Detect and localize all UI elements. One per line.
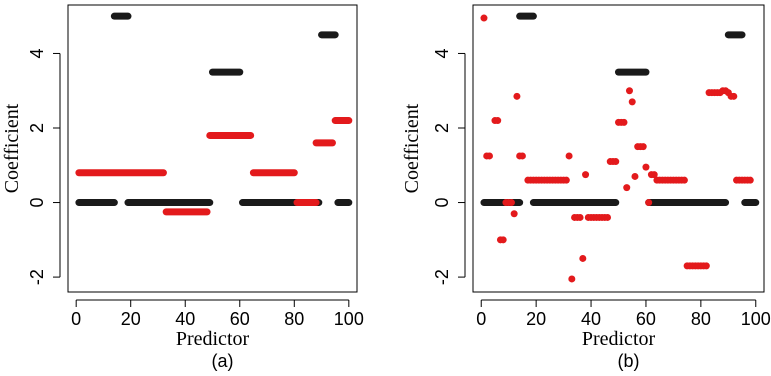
coefficient-point [562, 176, 570, 184]
coefficient-point [623, 184, 631, 192]
series-red_series [480, 14, 754, 283]
coefficient-point [612, 158, 620, 166]
coefficient-point [625, 87, 633, 95]
x-axis-title: Predictor [582, 328, 656, 350]
x-tick-label: 0 [71, 309, 81, 329]
coefficient-point [518, 152, 526, 160]
plot-frame [67, 4, 358, 293]
coefficient-point [499, 236, 507, 244]
x-tick-label: 80 [691, 309, 711, 329]
plot-frame [472, 4, 765, 293]
coefficient-point [628, 98, 636, 106]
coefficient-point [576, 213, 584, 221]
series-red_series [75, 117, 353, 216]
coefficient-point [631, 172, 639, 180]
x-tick-label: 60 [636, 309, 656, 329]
x-tick-label: 20 [526, 309, 546, 329]
y-tick-label: -2 [27, 269, 47, 285]
x-tick-label: 80 [284, 309, 304, 329]
coefficient-point [510, 210, 518, 218]
coefficient-point [702, 262, 710, 270]
coefficient-point [494, 117, 502, 125]
y-axis-title: Coefficient [1, 103, 23, 193]
coefficient-point [620, 118, 628, 126]
panel-label: (b) [618, 351, 640, 371]
x-axis-title: Predictor [176, 328, 250, 350]
coefficient-point [480, 14, 488, 22]
panel-a: 0 20 40 60 80 100 -2 0 2 4 Predictor Coefficient (a) [1, 4, 364, 371]
panel-b: 0 20 40 60 80 100 -2 0 2 4 Predictor Coefficient (b) [401, 4, 771, 371]
y-tick-label: -2 [432, 269, 452, 285]
x-tick-label: 60 [230, 309, 250, 329]
coefficient-point [582, 171, 590, 179]
y-axis-title: Coefficient [401, 103, 423, 193]
x-tick-label: 20 [121, 309, 141, 329]
y-tick-label: 0 [27, 198, 47, 208]
coefficient-point [650, 171, 658, 179]
coefficient-point [565, 152, 573, 160]
series-black_series [75, 12, 353, 207]
x-tick-label: 100 [334, 309, 364, 329]
coefficient-point [579, 254, 587, 262]
coefficient-point [730, 92, 738, 100]
y-tick-label: 4 [27, 48, 47, 58]
x-tick-label: 40 [175, 309, 195, 329]
coefficient-point [746, 176, 754, 184]
y-tick-label: 2 [27, 123, 47, 133]
coefficient-point [642, 163, 650, 171]
coefficient-point [507, 199, 515, 207]
coefficient-point [680, 176, 688, 184]
y-tick-label: 0 [432, 198, 452, 208]
series-black_series [480, 12, 760, 207]
panel-label: (a) [212, 351, 234, 371]
coefficient-point [513, 92, 521, 100]
coefficient-point [645, 199, 653, 207]
x-tick-label: 0 [476, 309, 486, 329]
y-tick-label: 4 [432, 48, 452, 58]
y-tick-label: 2 [432, 123, 452, 133]
coefficient-point [604, 213, 612, 221]
coefficient-point [485, 152, 493, 160]
coefficient-point [568, 275, 576, 283]
x-tick-label: 100 [741, 309, 771, 329]
x-tick-label: 40 [581, 309, 601, 329]
coefficient-point [639, 143, 647, 151]
